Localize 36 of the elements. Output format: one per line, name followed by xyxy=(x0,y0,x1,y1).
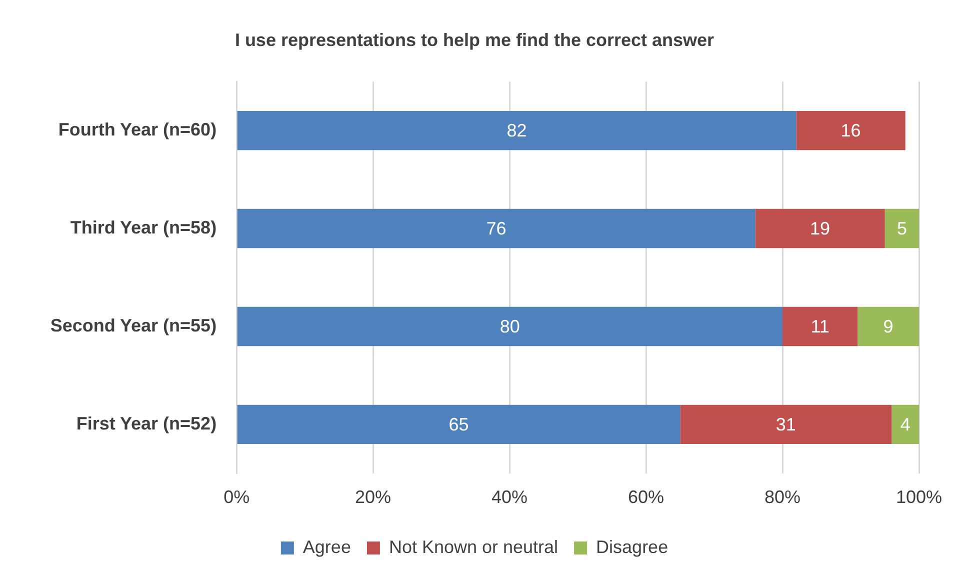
bar xyxy=(858,306,919,346)
bar xyxy=(237,404,680,444)
data-label: 31 xyxy=(776,414,796,434)
y-tick-label: Fourth Year (n=60) xyxy=(58,120,217,140)
data-label: 5 xyxy=(896,218,907,238)
x-tick-label: 20% xyxy=(355,487,392,508)
legend-label: Not Known or neutral xyxy=(388,536,558,557)
y-tick-label: Third Year (n=58) xyxy=(70,217,217,238)
x-tick-label: 0% xyxy=(224,487,250,508)
data-label: 76 xyxy=(486,218,506,238)
data-label: 16 xyxy=(840,120,861,141)
y-tick-label: Second Year (n=55) xyxy=(50,315,217,336)
x-tick-label: 60% xyxy=(628,487,664,508)
bar xyxy=(237,306,783,346)
bar xyxy=(237,110,796,150)
data-label: 19 xyxy=(810,218,830,238)
data-label: 9 xyxy=(883,316,894,336)
x-tick-label: 40% xyxy=(492,487,528,508)
x-tick-label: 100% xyxy=(896,487,942,508)
data-label: 11 xyxy=(810,316,830,336)
x-tick-label: 80% xyxy=(764,487,801,508)
data-label: 4 xyxy=(900,414,910,434)
legend-label: Disagree xyxy=(596,536,668,557)
y-tick-label: First Year (n=52) xyxy=(76,413,217,434)
data-label: 80 xyxy=(500,316,520,336)
legend-label: Agree xyxy=(302,536,351,557)
chart-title: I use representations to help me find the correct answer xyxy=(234,30,714,50)
bar xyxy=(755,208,885,248)
bar xyxy=(892,404,919,444)
data-label: 65 xyxy=(448,414,469,434)
bar xyxy=(884,208,919,248)
bar xyxy=(796,110,906,150)
bar xyxy=(237,208,756,248)
bar xyxy=(782,306,858,346)
bar xyxy=(680,404,892,444)
data-label: 82 xyxy=(506,120,527,141)
